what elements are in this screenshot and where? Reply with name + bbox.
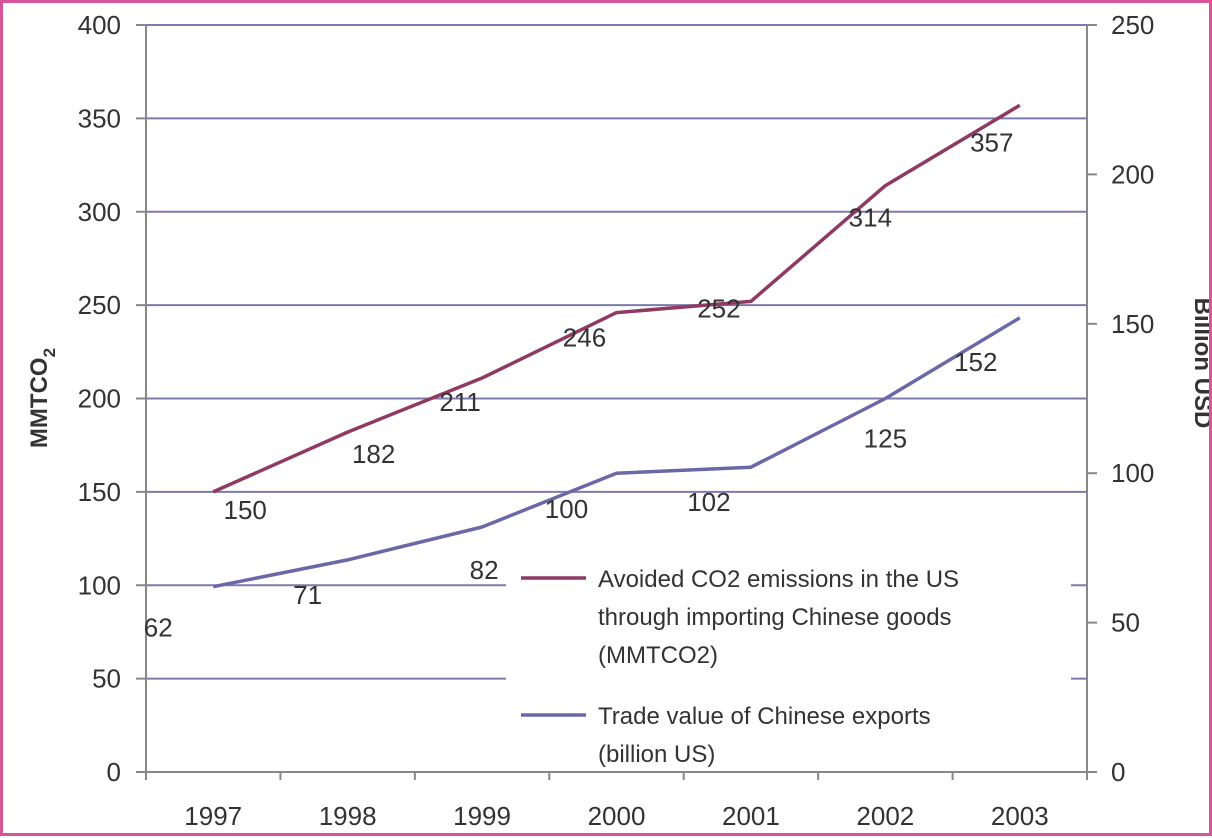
line-chart: 0 50 100 150 200 250 300 350 400 0 50 100 150 200 250 1… — [26, 10, 1212, 831]
left-tick-label: 50 — [92, 664, 121, 694]
data-label: 357 — [970, 127, 1013, 157]
right-tick-label: 150 — [1111, 309, 1154, 339]
right-tick-label: 250 — [1111, 10, 1154, 40]
data-label: 150 — [224, 495, 267, 525]
data-label: 71 — [293, 580, 322, 610]
x-tick-label: 1997 — [184, 801, 242, 831]
data-label: 102 — [687, 487, 730, 517]
left-tick-label: 300 — [78, 197, 121, 227]
left-axis-title: MMTCO2 — [26, 348, 59, 448]
left-tick-label: 400 — [78, 10, 121, 40]
data-label: 211 — [439, 387, 480, 417]
x-tick-label: 2001 — [722, 801, 780, 831]
x-tick-label: 1999 — [453, 801, 511, 831]
left-tick-label: 350 — [78, 103, 121, 133]
left-tick-label: 150 — [78, 477, 121, 507]
axes: 0 50 100 150 200 250 300 350 400 0 50 100 150 200 250 1… — [26, 10, 1212, 831]
right-axis-title: Billion USD — [1189, 298, 1209, 429]
x-tick-label: 2002 — [856, 801, 914, 831]
right-tick-label: 50 — [1111, 608, 1140, 638]
data-label: 246 — [563, 323, 606, 353]
data-label: 62 — [144, 613, 173, 643]
data-label: 125 — [864, 424, 907, 454]
data-label: 314 — [849, 203, 892, 233]
right-tick-label: 0 — [1111, 757, 1125, 787]
right-tick-label: 200 — [1111, 159, 1154, 189]
left-tick-label: 250 — [78, 290, 121, 320]
data-label: 152 — [954, 347, 997, 377]
data-label: 82 — [470, 555, 499, 585]
right-tick-label: 100 — [1111, 458, 1154, 488]
left-tick-label: 100 — [78, 570, 121, 600]
trade-series-line — [212, 316, 1021, 589]
co2-series-line — [212, 103, 1021, 494]
gridlines — [146, 24, 1087, 680]
series-lines — [212, 103, 1021, 589]
data-label: 182 — [352, 439, 395, 469]
legend: Avoided CO2 emissions in the US through i… — [470, 555, 1071, 768]
x-tick-label: 2003 — [991, 801, 1049, 831]
data-label: 252 — [697, 293, 740, 323]
legend-background — [506, 556, 1071, 768]
legend-label-co2: Avoided CO2 emissions in the US through i… — [598, 566, 959, 669]
data-label: 100 — [545, 494, 588, 524]
data-labels: 150 182 211 246 252 314 357 62 71 82 100 102 125 152 — [144, 127, 1014, 642]
x-tick-label: 1998 — [319, 801, 377, 831]
x-tick-label: 2000 — [588, 801, 646, 831]
legend-label-trade: Trade value of Chinese exports (billion U… — [598, 703, 931, 768]
left-tick-label: 200 — [78, 384, 121, 414]
left-tick-label: 0 — [107, 757, 121, 787]
